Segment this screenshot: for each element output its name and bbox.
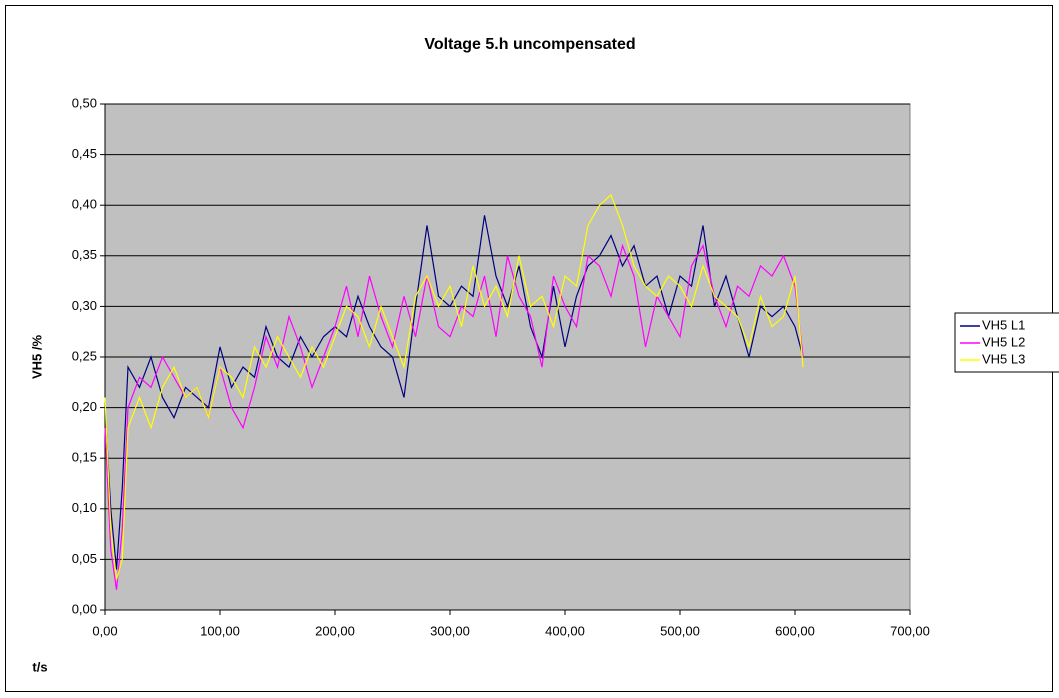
- x-tick-label: 600,00: [775, 623, 815, 638]
- y-tick-label: 0,10: [72, 500, 97, 515]
- y-tick-label: 0,30: [72, 298, 97, 313]
- x-tick-label: 300,00: [430, 623, 470, 638]
- y-tick-label: 0,15: [72, 450, 97, 465]
- legend-label: VH5 L3: [982, 351, 1025, 366]
- x-tick-label: 400,00: [545, 623, 585, 638]
- series-line: [104, 194, 804, 580]
- y-tick-label: 0,40: [72, 197, 97, 212]
- legend-label: VH5 L2: [982, 334, 1025, 349]
- y-tick-label: 0,50: [72, 95, 97, 110]
- y-axis-label: VH5 /%: [29, 335, 44, 380]
- y-tick-label: 0,35: [72, 247, 97, 262]
- legend-label: VH5 L1: [982, 317, 1025, 332]
- x-tick-label: 100,00: [200, 623, 240, 638]
- y-tick-label: 0,05: [72, 551, 97, 566]
- y-tick-label: 0,00: [72, 601, 97, 616]
- x-tick-label: 700,00: [890, 623, 930, 638]
- legend-box: [954, 312, 1059, 373]
- chart-title: Voltage 5.h uncompensated: [424, 36, 635, 53]
- x-axis-label: t/s: [32, 659, 47, 674]
- x-tick-label: 0,00: [92, 623, 117, 638]
- y-tick-label: 0,25: [72, 348, 97, 363]
- x-tick-label: 500,00: [660, 623, 700, 638]
- y-tick-label: 0,45: [72, 146, 97, 161]
- x-tick-label: 200,00: [315, 623, 355, 638]
- y-tick-label: 0,20: [72, 399, 97, 414]
